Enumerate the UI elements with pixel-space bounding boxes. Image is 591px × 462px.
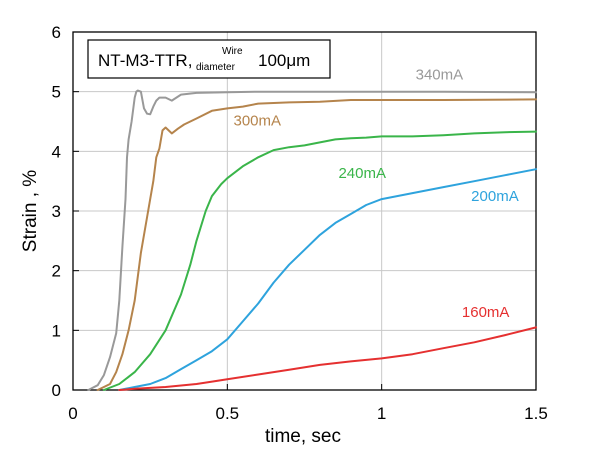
x-tick-label: 0 [68, 404, 77, 423]
legend-value-text: 100μm [258, 51, 310, 70]
y-tick-label: 2 [52, 262, 61, 281]
series-label-160mA: 160mA [462, 304, 510, 321]
legend-frame [87, 39, 331, 79]
y-tick-label: 4 [52, 142, 61, 161]
series-label-240mA: 240mA [338, 165, 386, 182]
y-tick-label: 1 [52, 321, 61, 340]
y-tick-label: 0 [52, 381, 61, 400]
series-line-340mA [87, 89, 537, 391]
series-label-300mA: 300mA [234, 113, 282, 130]
legend-sub-text: diameter [196, 62, 236, 73]
series-label-200mA: 200mA [471, 188, 519, 205]
x-axis-title: time, sec [265, 426, 341, 447]
y-tick-label: 5 [52, 83, 61, 102]
series-labels: 340mA 300mA 240mA 200mA 160mA [234, 67, 519, 321]
axis-ticks: 0 1 2 3 4 5 6 0 0.5 1 1.5 [52, 23, 548, 423]
series-lines [87, 89, 537, 391]
legend-box: NT-M3-TTR, Wire diameter 100μm [87, 39, 331, 79]
series-label-340mA: 340mA [416, 67, 464, 84]
series-line-240mA [102, 130, 537, 391]
series-line-200mA [118, 168, 537, 391]
x-tick-label: 0.5 [216, 404, 240, 423]
x-tick-label: 1.5 [524, 404, 548, 423]
grid [73, 32, 536, 390]
legend-main-text: NT-M3-TTR, [98, 51, 192, 70]
x-tick-label: 1 [377, 404, 386, 423]
series-line-300mA [96, 98, 537, 391]
legend-sup-text: Wire [222, 46, 243, 57]
y-axis-title: Strain , % [20, 170, 41, 252]
y-tick-label: 3 [52, 202, 61, 221]
series-line-160mA [118, 326, 537, 391]
y-tick-label: 6 [52, 23, 61, 42]
